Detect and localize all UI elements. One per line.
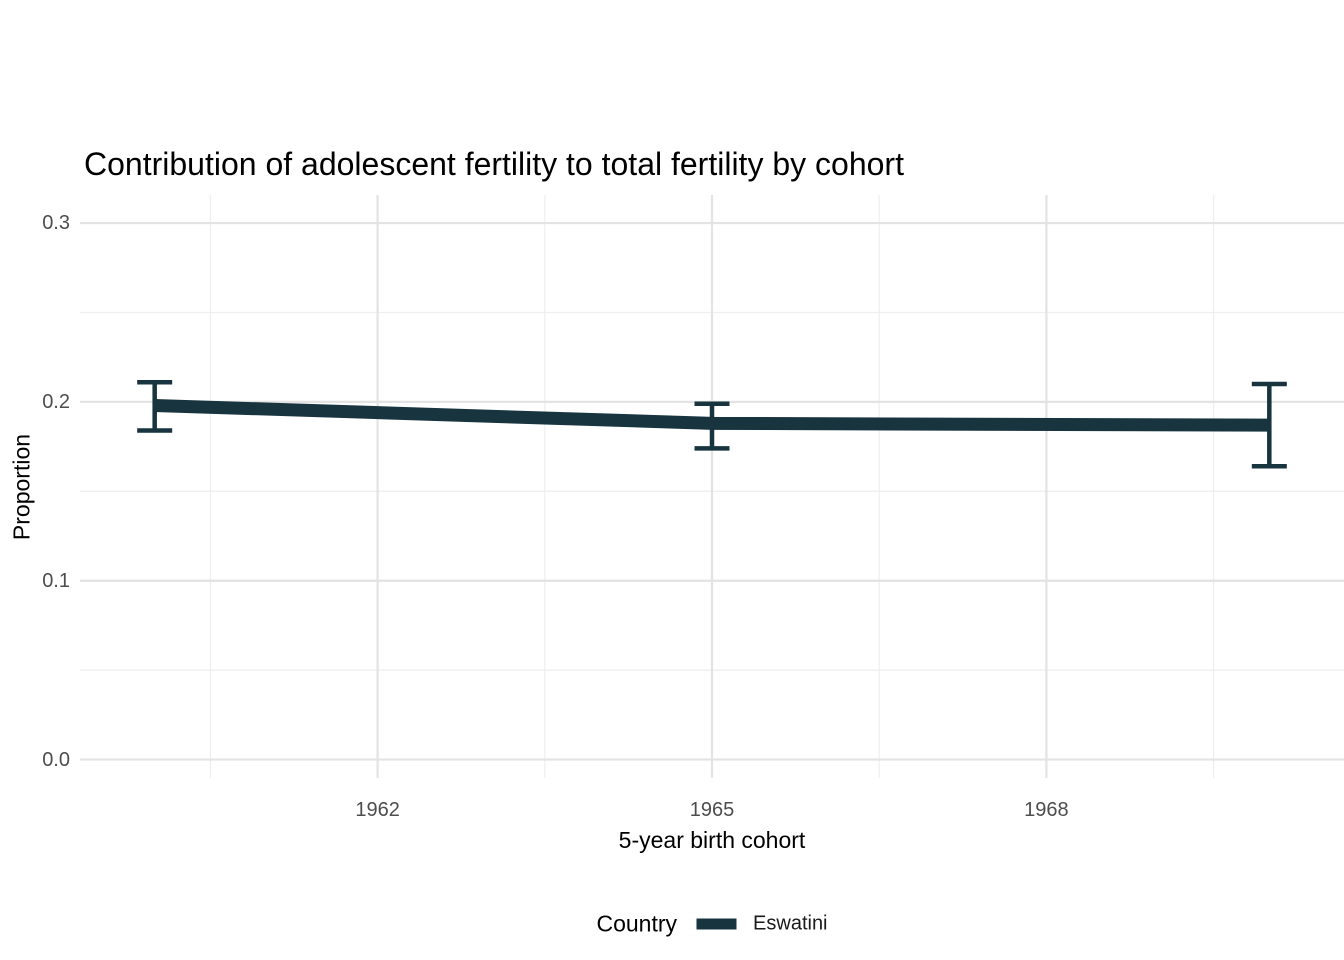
y-tick-label: 0.0: [42, 748, 70, 771]
y-tick-label: 0.2: [42, 390, 70, 413]
y-axis-title: Proportion: [8, 433, 35, 541]
y-tick-label: 0.3: [42, 212, 70, 235]
legend-title: Country: [596, 910, 678, 937]
y-tick-label: 0.1: [42, 569, 70, 592]
legend-key-line-swatch: [696, 918, 737, 930]
x-tick-label: 1962: [355, 799, 400, 821]
legend-label-eswatini: Eswatini: [753, 912, 828, 935]
legend: Country Eswatini: [596, 911, 827, 938]
x-tick-label: 1968: [1024, 799, 1069, 821]
x-tick-label: 1965: [689, 799, 735, 821]
chart-title: Contribution of adolescent fertility to …: [84, 146, 904, 182]
x-axis-title: 5-year birth cohort: [618, 827, 806, 853]
data-line-eswatini: [154, 398, 1270, 432]
